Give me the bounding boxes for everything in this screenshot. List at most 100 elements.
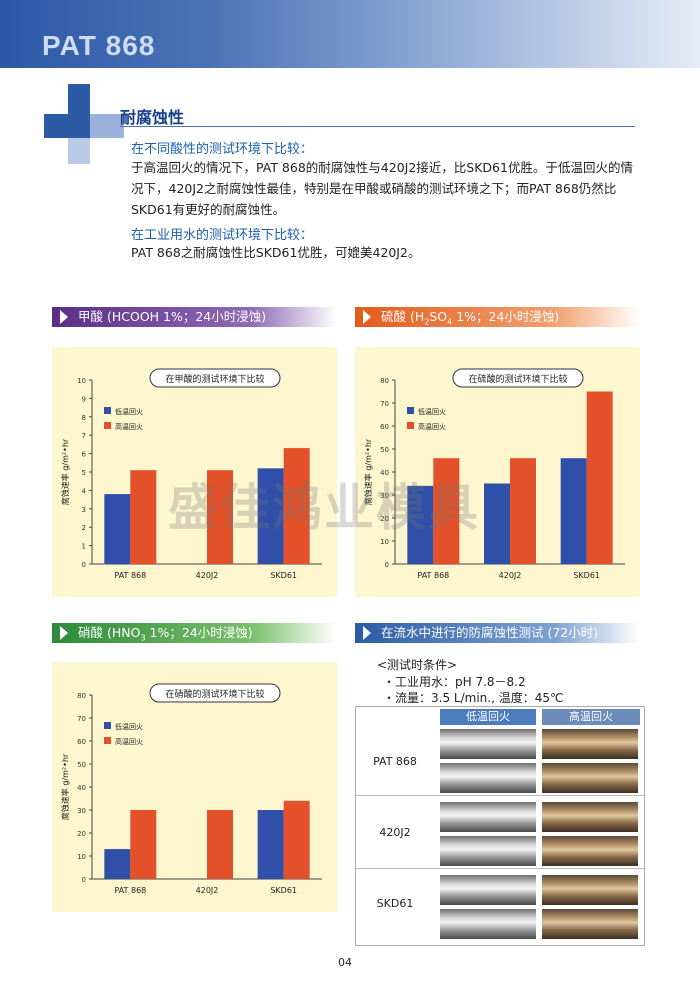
- bar-high: [510, 458, 536, 564]
- specimen-photo-high: [542, 836, 638, 866]
- y-tick-label: 60: [77, 738, 86, 746]
- bar-low: [104, 494, 131, 564]
- chart-nitric-svg: 在硝酸的测试环境下比较 0 10 20 30 40 50 60 70 80 腐蚀速率 g/m²•hr…: [60, 683, 322, 895]
- bar-low: [484, 483, 510, 564]
- specimen-photo-high: [542, 729, 638, 759]
- chart-formic-svg: 在甲酸的测试环境下比较 0 1 2 3 4 5 6 7 8 9 10 腐蚀速率 g/m²•hr PAT 8…: [60, 368, 322, 580]
- bar-low: [104, 849, 131, 879]
- paragraph-heading-water: 在工业用水的测试环境下比较：: [131, 228, 314, 243]
- y-tick-label: 9: [82, 395, 86, 403]
- bar-high: [130, 810, 157, 879]
- legend-swatch: [407, 422, 414, 429]
- legend-swatch: [104, 407, 111, 414]
- row-label: PAT 868: [373, 755, 417, 768]
- bar-high: [433, 458, 460, 564]
- y-tick-label: 80: [380, 377, 389, 385]
- photo-comparison-table: 低温回火 高温回火 PAT 868 420J2 SKD61: [355, 706, 645, 946]
- x-tick-label: SKD61: [573, 571, 600, 580]
- x-tick-label: 420J2: [196, 886, 219, 895]
- x-tick-label: SKD61: [270, 571, 297, 580]
- bar-low: [257, 810, 284, 879]
- legend-swatch: [104, 422, 111, 429]
- page-number: 04: [338, 956, 352, 969]
- y-axis-label: 腐蚀速率 g/m²•hr: [60, 753, 70, 820]
- bar-low: [407, 485, 434, 564]
- paragraph-line: SKD61有更好的耐腐蚀性。: [131, 202, 286, 217]
- conditions-heading: <测试时条件>: [377, 658, 458, 672]
- specimen-photo-high: [542, 802, 638, 832]
- column-header-low: 低温回火: [440, 709, 536, 725]
- chart-formic: 在甲酸的测试环境下比较 0 1 2 3 4 5 6 7 8 9 10 腐蚀速率 g/m²•hr PAT 8…: [52, 347, 337, 597]
- legend-swatch: [104, 737, 111, 744]
- x-tick-label: PAT 868: [114, 571, 146, 580]
- legend-swatch: [407, 407, 414, 414]
- y-tick-label: 10: [77, 853, 86, 861]
- chart-title-box: [149, 683, 281, 703]
- y-tick-label: 4: [82, 487, 87, 495]
- y-tick-label: 7: [82, 432, 86, 440]
- chart-title: 在硫酸的测试环境下比较: [468, 373, 567, 385]
- arrow-icon: [60, 626, 68, 640]
- banner-nitric-text: 硝酸 (HNO3 1%；24小时浸蚀): [78, 625, 253, 643]
- legend-label: 高温回火: [418, 422, 446, 431]
- y-tick-label: 50: [77, 761, 86, 769]
- paragraph-line: 况下，420J2之耐腐蚀性最佳，特别是在甲酸或硝酸的测试环境之下；而PAT 86…: [131, 181, 617, 196]
- page-header-title: PAT 868: [42, 30, 156, 61]
- section-title: 耐腐蚀性: [120, 108, 185, 127]
- y-tick-label: 50: [380, 446, 389, 454]
- header-band: [0, 0, 700, 68]
- paragraph-line: 于高温回火的情况下，PAT 868的耐腐蚀性与420J2接近，比SKD61优胜。…: [131, 160, 633, 175]
- arrow-icon: [363, 626, 371, 640]
- legend-label: 高温回火: [115, 737, 143, 746]
- y-tick-label: 8: [82, 414, 86, 422]
- y-tick-label: 60: [380, 423, 389, 431]
- specimen-photo-low: [440, 836, 536, 866]
- specimen-photo-high: [542, 909, 638, 939]
- y-tick-label: 1: [82, 543, 86, 551]
- paragraph-heading-acid: 在不同酸性的测试环境下比较：: [131, 142, 314, 157]
- arrow-icon: [363, 310, 371, 324]
- legend-label: 低温回火: [115, 722, 143, 731]
- row-label: 420J2: [379, 826, 411, 839]
- banner-flowing: 在流水中进行的防腐蚀性测试 (72小时): [355, 623, 640, 643]
- bar-high: [207, 470, 233, 564]
- banner-formic: 甲酸 (HCOOH 1%；24小时浸蚀): [52, 307, 337, 327]
- x-tick-label: PAT 868: [114, 886, 146, 895]
- chart-title: 在硝酸的测试环境下比较: [165, 688, 264, 700]
- y-tick-label: 80: [77, 692, 86, 700]
- bar-high: [283, 448, 310, 564]
- bar-low: [257, 468, 284, 564]
- watermark-text: 盛佳鸿业模具: [168, 479, 480, 537]
- legend-label: 高温回火: [115, 422, 143, 431]
- conditions-flow: ・流量：3.5 L/min., 温度：45℃: [383, 691, 564, 705]
- y-tick-label: 30: [77, 807, 86, 815]
- y-tick-label: 40: [77, 784, 86, 792]
- y-axis-label: 腐蚀速率 g/m²•hr: [60, 438, 70, 505]
- y-tick-label: 6: [82, 451, 87, 459]
- bar-high: [207, 810, 233, 879]
- y-tick-label: 0: [82, 561, 86, 569]
- cross-logo-icon: [44, 84, 124, 164]
- chart-title-box: [452, 368, 584, 388]
- y-tick-label: 10: [77, 377, 86, 385]
- specimen-photo-low: [440, 763, 536, 793]
- chart-nitric: 在硝酸的测试环境下比较 0 10 20 30 40 50 60 70 80 腐蚀速率 g/m²•hr…: [52, 662, 337, 912]
- row-divider: [356, 795, 644, 796]
- banner-sulfuric-text: 硫酸 (H2SO4 1%；24小时浸蚀): [381, 309, 560, 327]
- y-tick-label: 40: [380, 469, 389, 477]
- arrow-icon: [60, 310, 68, 324]
- banner-flowing-text: 在流水中进行的防腐蚀性测试 (72小时): [381, 625, 599, 640]
- row-label: SKD61: [376, 897, 414, 910]
- x-tick-label: 420J2: [499, 571, 522, 580]
- specimen-photo-low: [440, 875, 536, 905]
- y-tick-label: 70: [380, 400, 389, 408]
- chart-title: 在甲酸的测试环境下比较: [165, 373, 264, 385]
- bar-low: [560, 458, 587, 564]
- legend-label: 低温回火: [115, 407, 143, 416]
- specimen-photo-high: [542, 875, 638, 905]
- chart-sulfuric-svg: 在硫酸的测试环境下比较 0 10 20 30 40 50 60 70 80 腐蚀速率 g/m²•hr…: [363, 368, 625, 580]
- x-tick-label: PAT 868: [417, 571, 449, 580]
- row-divider: [356, 868, 644, 869]
- bar-high: [586, 391, 613, 564]
- legend-label: 低温回火: [418, 407, 446, 416]
